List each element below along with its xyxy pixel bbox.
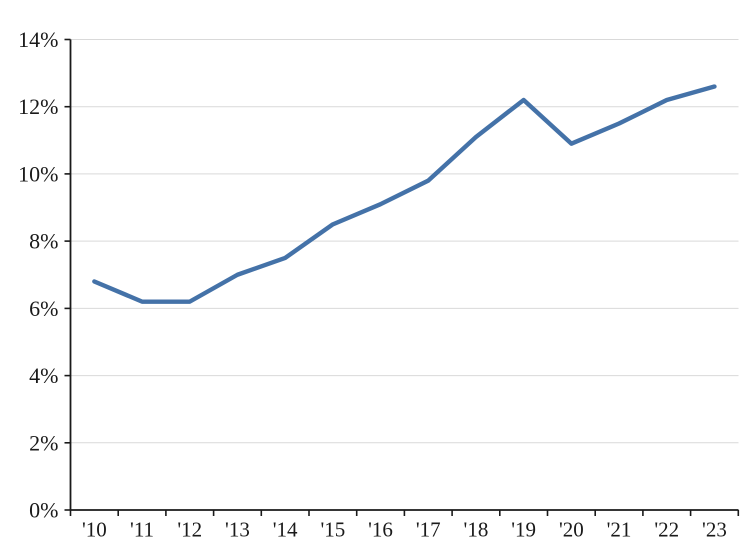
svg-text:'17: '17: [416, 518, 441, 542]
svg-text:2%: 2%: [29, 430, 58, 455]
svg-text:4%: 4%: [29, 363, 58, 388]
svg-text:6%: 6%: [29, 296, 58, 321]
svg-text:'23: '23: [702, 518, 727, 542]
svg-text:'20: '20: [559, 518, 584, 542]
svg-text:'22: '22: [654, 518, 679, 542]
svg-text:'11: '11: [130, 518, 154, 542]
svg-text:10%: 10%: [18, 161, 58, 186]
svg-text:12%: 12%: [18, 94, 58, 119]
svg-text:14%: 14%: [18, 27, 58, 52]
svg-text:'14: '14: [273, 518, 298, 542]
svg-text:'15: '15: [320, 518, 345, 542]
svg-text:'18: '18: [464, 518, 489, 542]
svg-text:'16: '16: [368, 518, 393, 542]
svg-text:'19: '19: [511, 518, 536, 542]
svg-text:'10: '10: [82, 518, 107, 542]
svg-text:'21: '21: [607, 518, 632, 542]
svg-text:8%: 8%: [29, 229, 58, 254]
svg-text:0%: 0%: [29, 498, 58, 523]
svg-text:'12: '12: [177, 518, 202, 542]
svg-text:'13: '13: [225, 518, 250, 542]
